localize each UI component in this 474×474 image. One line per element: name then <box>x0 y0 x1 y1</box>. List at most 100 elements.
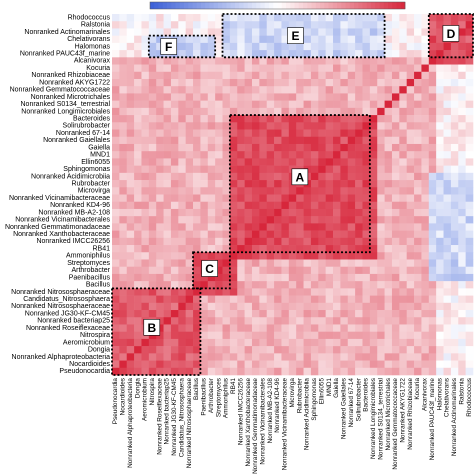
heatmap-cell <box>384 93 393 101</box>
heatmap-cell <box>325 266 334 275</box>
row-label: Nonranked Gemmatimonadaceae <box>5 224 110 231</box>
heatmap-cell <box>333 187 341 195</box>
heatmap-cell <box>119 310 128 318</box>
heatmap-cell <box>163 136 172 145</box>
heatmap-cell <box>325 230 334 239</box>
heatmap-cell <box>406 288 415 296</box>
heatmap-cell <box>391 216 400 224</box>
heatmap-cell <box>347 172 356 181</box>
heatmap-cell <box>259 259 268 267</box>
heatmap-cell <box>229 324 238 332</box>
heatmap-cell <box>207 78 216 87</box>
heatmap-cell <box>193 310 201 318</box>
heatmap-cell <box>193 180 201 188</box>
heatmap-cell <box>310 78 319 87</box>
heatmap-cell <box>266 353 275 361</box>
column-label: Nonranked Longimicrobiales <box>370 378 377 459</box>
heatmap-cell <box>450 100 459 109</box>
heatmap-cell <box>325 21 334 29</box>
heatmap-cell <box>259 288 268 296</box>
heatmap-cell <box>288 129 297 138</box>
heatmap-cell <box>244 100 253 109</box>
heatmap-cell <box>450 331 459 340</box>
heatmap-cell <box>215 324 223 332</box>
heatmap-cell <box>274 143 282 152</box>
heatmap-cell <box>318 50 326 58</box>
heatmap-cell <box>399 28 407 36</box>
color-scale-swatch <box>179 2 185 9</box>
heatmap-cell <box>318 158 326 166</box>
heatmap-cell <box>450 346 459 354</box>
heatmap-cell <box>251 136 260 145</box>
heatmap-cell <box>355 324 363 332</box>
heatmap-cell <box>443 100 452 109</box>
heatmap-cell <box>215 367 223 376</box>
heatmap-cell <box>222 93 231 101</box>
heatmap-cell <box>288 78 297 87</box>
heatmap-cell <box>465 143 474 152</box>
heatmap-cell <box>384 245 393 253</box>
heatmap-cell <box>465 338 474 347</box>
heatmap-cell <box>296 324 304 332</box>
heatmap-cell <box>112 143 120 152</box>
heatmap-cell <box>244 266 253 275</box>
heatmap-cell <box>237 288 245 296</box>
heatmap-cell <box>406 187 415 195</box>
heatmap-cell <box>148 165 157 174</box>
heatmap-cell <box>450 71 459 80</box>
heatmap-cell <box>391 187 400 195</box>
heatmap-cell <box>391 64 400 73</box>
heatmap-cell <box>126 216 135 224</box>
heatmap-cell <box>384 129 393 138</box>
heatmap-cell <box>355 223 363 231</box>
heatmap-cell <box>362 288 371 296</box>
heatmap-cell <box>428 86 437 94</box>
heatmap-cell <box>251 151 260 159</box>
heatmap-cell <box>443 295 452 304</box>
heatmap-cell <box>244 165 253 174</box>
heatmap-cell <box>178 100 186 109</box>
heatmap-cell <box>259 266 268 275</box>
heatmap-cell <box>156 28 164 36</box>
heatmap-cell <box>421 288 430 296</box>
heatmap-cell <box>450 324 459 332</box>
heatmap-cell <box>355 201 363 210</box>
color-scale-swatch <box>158 2 164 9</box>
heatmap-cell <box>193 201 201 210</box>
heatmap-cell <box>369 288 378 296</box>
heatmap-cell <box>178 71 186 80</box>
heatmap-cell <box>325 245 334 253</box>
heatmap-cell <box>222 252 231 260</box>
heatmap-cell <box>170 208 179 217</box>
heatmap-cell <box>399 172 407 181</box>
heatmap-cell <box>333 360 341 369</box>
heatmap-cell <box>443 230 452 239</box>
heatmap-cell <box>421 346 430 354</box>
heatmap-cell <box>399 324 407 332</box>
heatmap-cell <box>465 180 474 188</box>
heatmap-cell <box>428 252 437 260</box>
heatmap-cell <box>156 93 164 101</box>
heatmap-cell <box>222 180 231 188</box>
heatmap-cell <box>141 353 150 361</box>
heatmap-cell <box>318 201 326 210</box>
heatmap-cell <box>399 367 407 376</box>
heatmap-cell <box>193 194 201 203</box>
heatmap-cell <box>215 281 223 289</box>
heatmap-cell <box>274 42 282 51</box>
heatmap-cell <box>274 14 282 22</box>
heatmap-cell <box>325 14 334 22</box>
heatmap-cell <box>112 93 120 101</box>
heatmap-cell <box>134 216 142 224</box>
heatmap-cell <box>222 50 231 58</box>
heatmap-cell <box>185 100 194 109</box>
heatmap-cell <box>178 115 186 123</box>
heatmap-cell <box>458 324 466 332</box>
heatmap-cell <box>450 172 459 181</box>
heatmap-cell <box>119 216 128 224</box>
heatmap-cell <box>266 324 275 332</box>
heatmap-cell <box>193 21 201 29</box>
heatmap-cell <box>207 201 216 210</box>
heatmap-cell <box>377 107 385 116</box>
heatmap-cell <box>207 360 216 369</box>
